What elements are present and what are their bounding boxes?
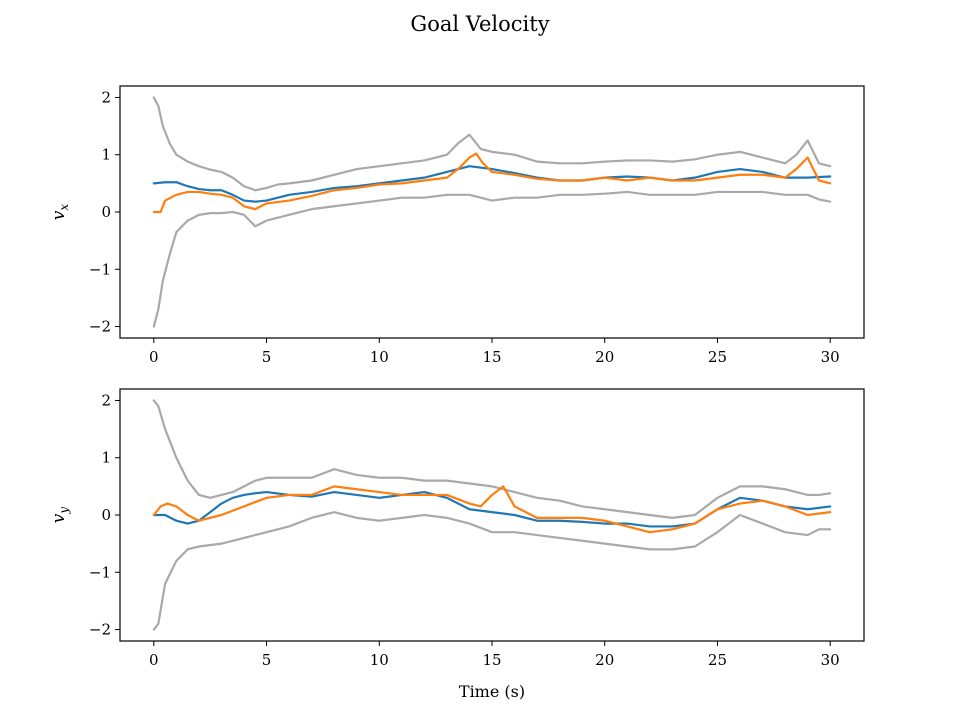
vy-y-tick-label: 2 (101, 391, 111, 409)
vy-x-tick-label: 25 (708, 651, 727, 669)
x-axis-label: Time (s) (459, 682, 525, 701)
vy-x-tick-label: 20 (595, 651, 614, 669)
vx-x-tick-label: 10 (370, 348, 389, 366)
vx-subplot: 0 5 10 15 20 25 30 −2 −1 0 1 2 vx (49, 85, 865, 366)
vx-x-tick-label: 30 (821, 348, 840, 366)
vy-series-layer (152, 399, 832, 631)
vx-y-tick-label: 0 (101, 203, 111, 221)
vy-ylabel: vy (49, 507, 71, 524)
vy-x-tick-label: 15 (482, 651, 501, 669)
vy-series-upper-bound (152, 399, 832, 519)
vx-y-tick-label: −1 (89, 260, 111, 278)
vy-x-tick-label: 30 (821, 651, 840, 669)
vy-y-tick-label: 1 (101, 449, 111, 467)
vx-x-tick-label: 25 (708, 348, 727, 366)
vx-y-tick-label: −2 (89, 318, 111, 336)
vx-series-lower-bound (152, 190, 832, 328)
vx-x-tick-label: 0 (149, 348, 159, 366)
vy-plot-frame (119, 388, 865, 642)
vy-x-tick-label: 5 (262, 651, 272, 669)
vx-series-layer (152, 96, 832, 328)
vy-ticks: 0 5 10 15 20 25 30 −2 −1 0 1 2 (89, 391, 840, 669)
vx-ylabel: vx (49, 204, 71, 221)
vy-series-lower-bound (152, 511, 832, 631)
vx-ticks: 0 5 10 15 20 25 30 −2 −1 0 1 2 (89, 88, 840, 366)
vx-y-tick-label: 1 (101, 146, 111, 164)
figure-title: Goal Velocity (410, 12, 549, 36)
vy-subplot: 0 5 10 15 20 25 30 −2 −1 0 1 2 vy (49, 388, 865, 669)
vy-series-estimate (152, 490, 832, 528)
vx-series-estimate (152, 165, 832, 203)
vy-y-tick-label: −2 (89, 621, 111, 639)
vy-x-tick-label: 0 (149, 651, 159, 669)
vy-y-tick-label: 0 (101, 506, 111, 524)
vx-series-target (152, 152, 832, 214)
vx-x-tick-label: 20 (595, 348, 614, 366)
vx-series-upper-bound (152, 96, 832, 192)
vy-series-target (152, 485, 832, 534)
vy-y-tick-label: −1 (89, 563, 111, 581)
vx-x-tick-label: 5 (262, 348, 272, 366)
vy-x-tick-label: 10 (370, 651, 389, 669)
vx-y-tick-label: 2 (101, 88, 111, 106)
vx-x-tick-label: 15 (482, 348, 501, 366)
